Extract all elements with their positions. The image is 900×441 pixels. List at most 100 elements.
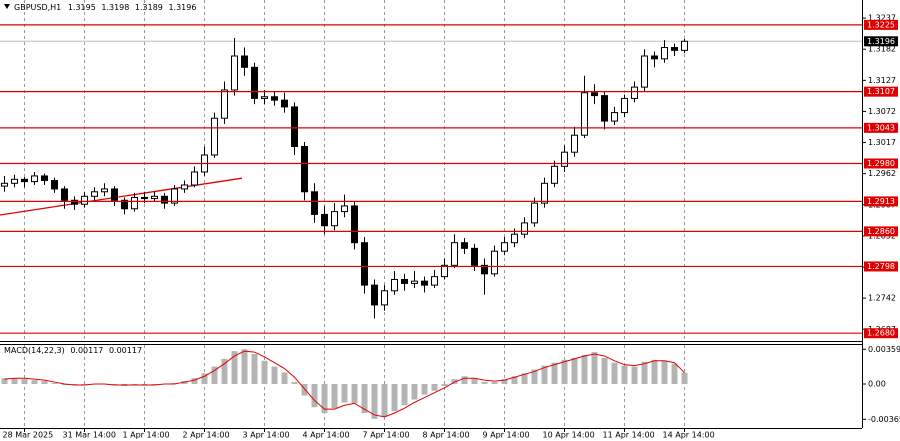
macd-bar [331, 384, 338, 409]
macd-bar [391, 384, 398, 412]
candle-body [651, 55, 658, 60]
candle-body [221, 89, 228, 119]
macd-bar [611, 362, 618, 385]
candle-body [421, 280, 428, 286]
candle-body [541, 182, 548, 204]
candle-body [141, 196, 148, 200]
macd-title: MACD(14,22,3) [4, 346, 65, 355]
trendline [0, 177, 243, 216]
x-tick-label: 2 Apr 14:00 [183, 431, 230, 440]
quote: 1.3189 [135, 3, 163, 12]
macd-bar [371, 384, 378, 419]
candle-body [121, 199, 128, 210]
candle-body [231, 55, 238, 91]
candle-body [681, 40, 688, 51]
macd-bar [671, 363, 678, 385]
macd-bar [531, 369, 538, 385]
x-tick-label: 1 Apr 14:00 [123, 431, 170, 440]
candle-body [401, 278, 408, 284]
macd-bar [601, 357, 608, 385]
x-tick-label: 3 Apr 14:00 [243, 431, 290, 440]
x-tick-label: 4 Apr 14:00 [303, 431, 350, 440]
candle-body [321, 213, 328, 227]
candle-body [671, 47, 678, 51]
level-label: 1.3043 [867, 123, 895, 132]
macd-bar [541, 365, 548, 385]
macd-bar [301, 384, 308, 396]
macd-bar [361, 384, 368, 414]
macd-bar [1, 378, 8, 385]
candle-body [371, 284, 378, 306]
main-layer [0, 24, 862, 419]
candle-body [51, 179, 58, 190]
x-tick-label: 14 Apr 14:00 [663, 431, 715, 440]
candle-body [521, 222, 528, 235]
macd-bar [231, 351, 238, 385]
level-label-box [864, 122, 898, 133]
macd-value: 0.00117 [109, 346, 142, 355]
macd-bar [271, 366, 278, 385]
macd-bar [411, 384, 418, 400]
macd-bar [341, 384, 348, 403]
quote: 1.3198 [101, 3, 129, 12]
x-tick-label: 10 Apr 14:00 [543, 431, 595, 440]
macd-bar [281, 372, 288, 385]
level-label: 1.2798 [867, 262, 895, 271]
level-label-box [864, 261, 898, 272]
candle-body [411, 280, 418, 284]
candle-body [41, 175, 48, 181]
candle-body [301, 146, 308, 193]
candle-body [591, 92, 598, 97]
macd-bar [471, 378, 478, 385]
candle-body [71, 199, 78, 205]
macd-readout: MACD(14,22,3) 0.00117 0.00117 [4, 346, 142, 355]
macd-bar [311, 384, 318, 408]
macd-bar [51, 383, 58, 385]
candle-body [631, 86, 638, 99]
macd-bar [41, 381, 48, 385]
level-label-box [864, 86, 898, 97]
y-tick-label: 1.2742 [868, 294, 896, 303]
candle-body [431, 276, 438, 286]
candle-body [381, 290, 388, 306]
candle-body [291, 106, 298, 148]
candle-body [91, 191, 98, 197]
candle-body [551, 165, 558, 184]
macd-bar [211, 366, 218, 385]
macd-y-tick-label: 0.00359 [868, 345, 900, 354]
quote: 1.3196 [168, 3, 196, 12]
candle-body [391, 278, 398, 292]
candle-body [131, 196, 138, 210]
macd-bar [221, 358, 228, 385]
x-tick-label: 7 Apr 14:00 [363, 431, 410, 440]
macd-bar [641, 361, 648, 385]
macd-bar [581, 354, 588, 385]
candle-body [471, 247, 478, 266]
candle-body [181, 184, 188, 190]
candle-body [451, 242, 458, 266]
x-tick-label: 9 Apr 14:00 [483, 431, 530, 440]
candle-body [571, 134, 578, 153]
level-label: 1.2860 [867, 227, 895, 236]
candle-body [171, 188, 178, 204]
symbol-readout: GBPUSD,H1 1.3195 1.3198 1.3189 1.3196 [14, 3, 196, 12]
macd-bar [431, 384, 438, 391]
candle-body [281, 99, 288, 108]
candle-body [271, 96, 278, 101]
y-tick-label: 1.3127 [868, 76, 896, 85]
level-label: 1.2980 [867, 159, 895, 168]
macd-bar [291, 382, 298, 385]
candle-body [21, 178, 28, 183]
last-price-label: 1.3196 [867, 37, 895, 46]
macd-bar [321, 384, 328, 414]
candle-body [161, 195, 168, 204]
candle-body [241, 55, 248, 68]
macd-bar [501, 379, 508, 385]
level-label-box [864, 196, 898, 207]
candle-body [501, 242, 508, 252]
macd-bar [631, 366, 638, 385]
candle-body [331, 211, 338, 227]
candle-body [1, 182, 8, 187]
